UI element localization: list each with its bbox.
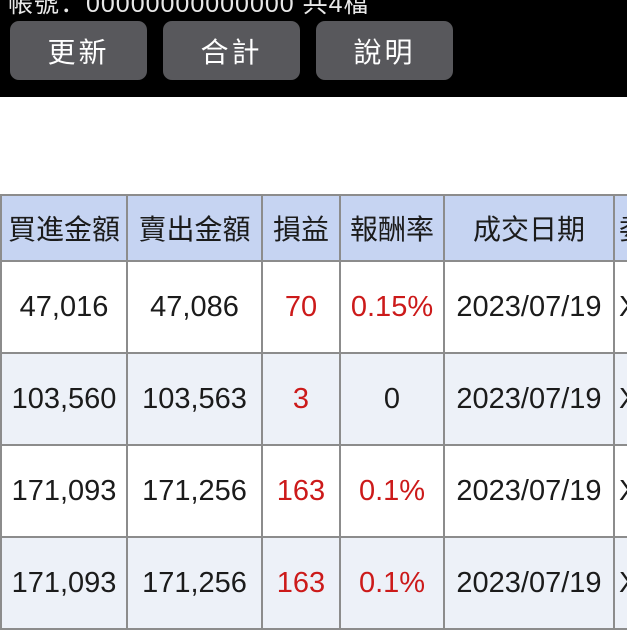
realized-pl-table: 買進金額 賣出金額 損益 報酬率 成交日期 委 47,016 47,086 70… [0,194,627,630]
cell-profit-loss: 163 [261,444,341,538]
cell-trade-date: 2023/07/19 [443,260,615,354]
header-buy-amount: 買進金額 [0,194,128,262]
cell-buy-amount: 47,016 [0,260,128,354]
cell-profit-loss: 163 [261,536,341,630]
cell-return-rate: 0.1% [339,536,445,630]
refresh-button[interactable]: 更新 [10,21,147,80]
table-row[interactable]: 171,093 171,256 163 0.1% 2023/07/19 X [0,444,627,538]
cell-trade-date: 2023/07/19 [443,444,615,538]
table-row[interactable]: 47,016 47,086 70 0.15% 2023/07/19 X [0,260,627,354]
cell-order-truncated: X [613,444,627,538]
cell-order-truncated: X [613,536,627,630]
table-header-row: 買進金額 賣出金額 損益 報酬率 成交日期 委 [0,194,627,262]
header-trade-date: 成交日期 [443,194,615,262]
cell-trade-date: 2023/07/19 [443,536,615,630]
cell-return-rate: 0 [339,352,445,446]
cell-order-truncated: X [613,260,627,354]
cell-return-rate: 0.1% [339,444,445,538]
header-profit-loss: 損益 [261,194,341,262]
cell-buy-amount: 171,093 [0,536,128,630]
top-bar: 帳號：00000000000000 共4檔 更新 合計 說明 [0,0,627,97]
cell-buy-amount: 103,560 [0,352,128,446]
header-sell-amount: 賣出金額 [126,194,263,262]
cell-order-truncated: X [613,352,627,446]
account-number-line: 帳號：00000000000000 共4檔 [8,0,370,18]
cell-profit-loss: 70 [261,260,341,354]
table-row[interactable]: 171,093 171,256 163 0.1% 2023/07/19 X [0,536,627,630]
total-button[interactable]: 合計 [163,21,300,80]
toolbar: 更新 合計 說明 [10,21,453,80]
cell-trade-date: 2023/07/19 [443,352,615,446]
header-return-rate: 報酬率 [339,194,445,262]
cell-sell-amount: 47,086 [126,260,263,354]
cell-profit-loss: 3 [261,352,341,446]
cell-sell-amount: 171,256 [126,444,263,538]
cell-sell-amount: 171,256 [126,536,263,630]
cell-sell-amount: 103,563 [126,352,263,446]
cell-return-rate: 0.15% [339,260,445,354]
table-row[interactable]: 103,560 103,563 3 0 2023/07/19 X [0,352,627,446]
pl-table-wrap: 買進金額 賣出金額 損益 報酬率 成交日期 委 47,016 47,086 70… [0,194,627,630]
header-order-truncated: 委 [613,194,627,262]
help-button[interactable]: 說明 [316,21,453,80]
cell-buy-amount: 171,093 [0,444,128,538]
